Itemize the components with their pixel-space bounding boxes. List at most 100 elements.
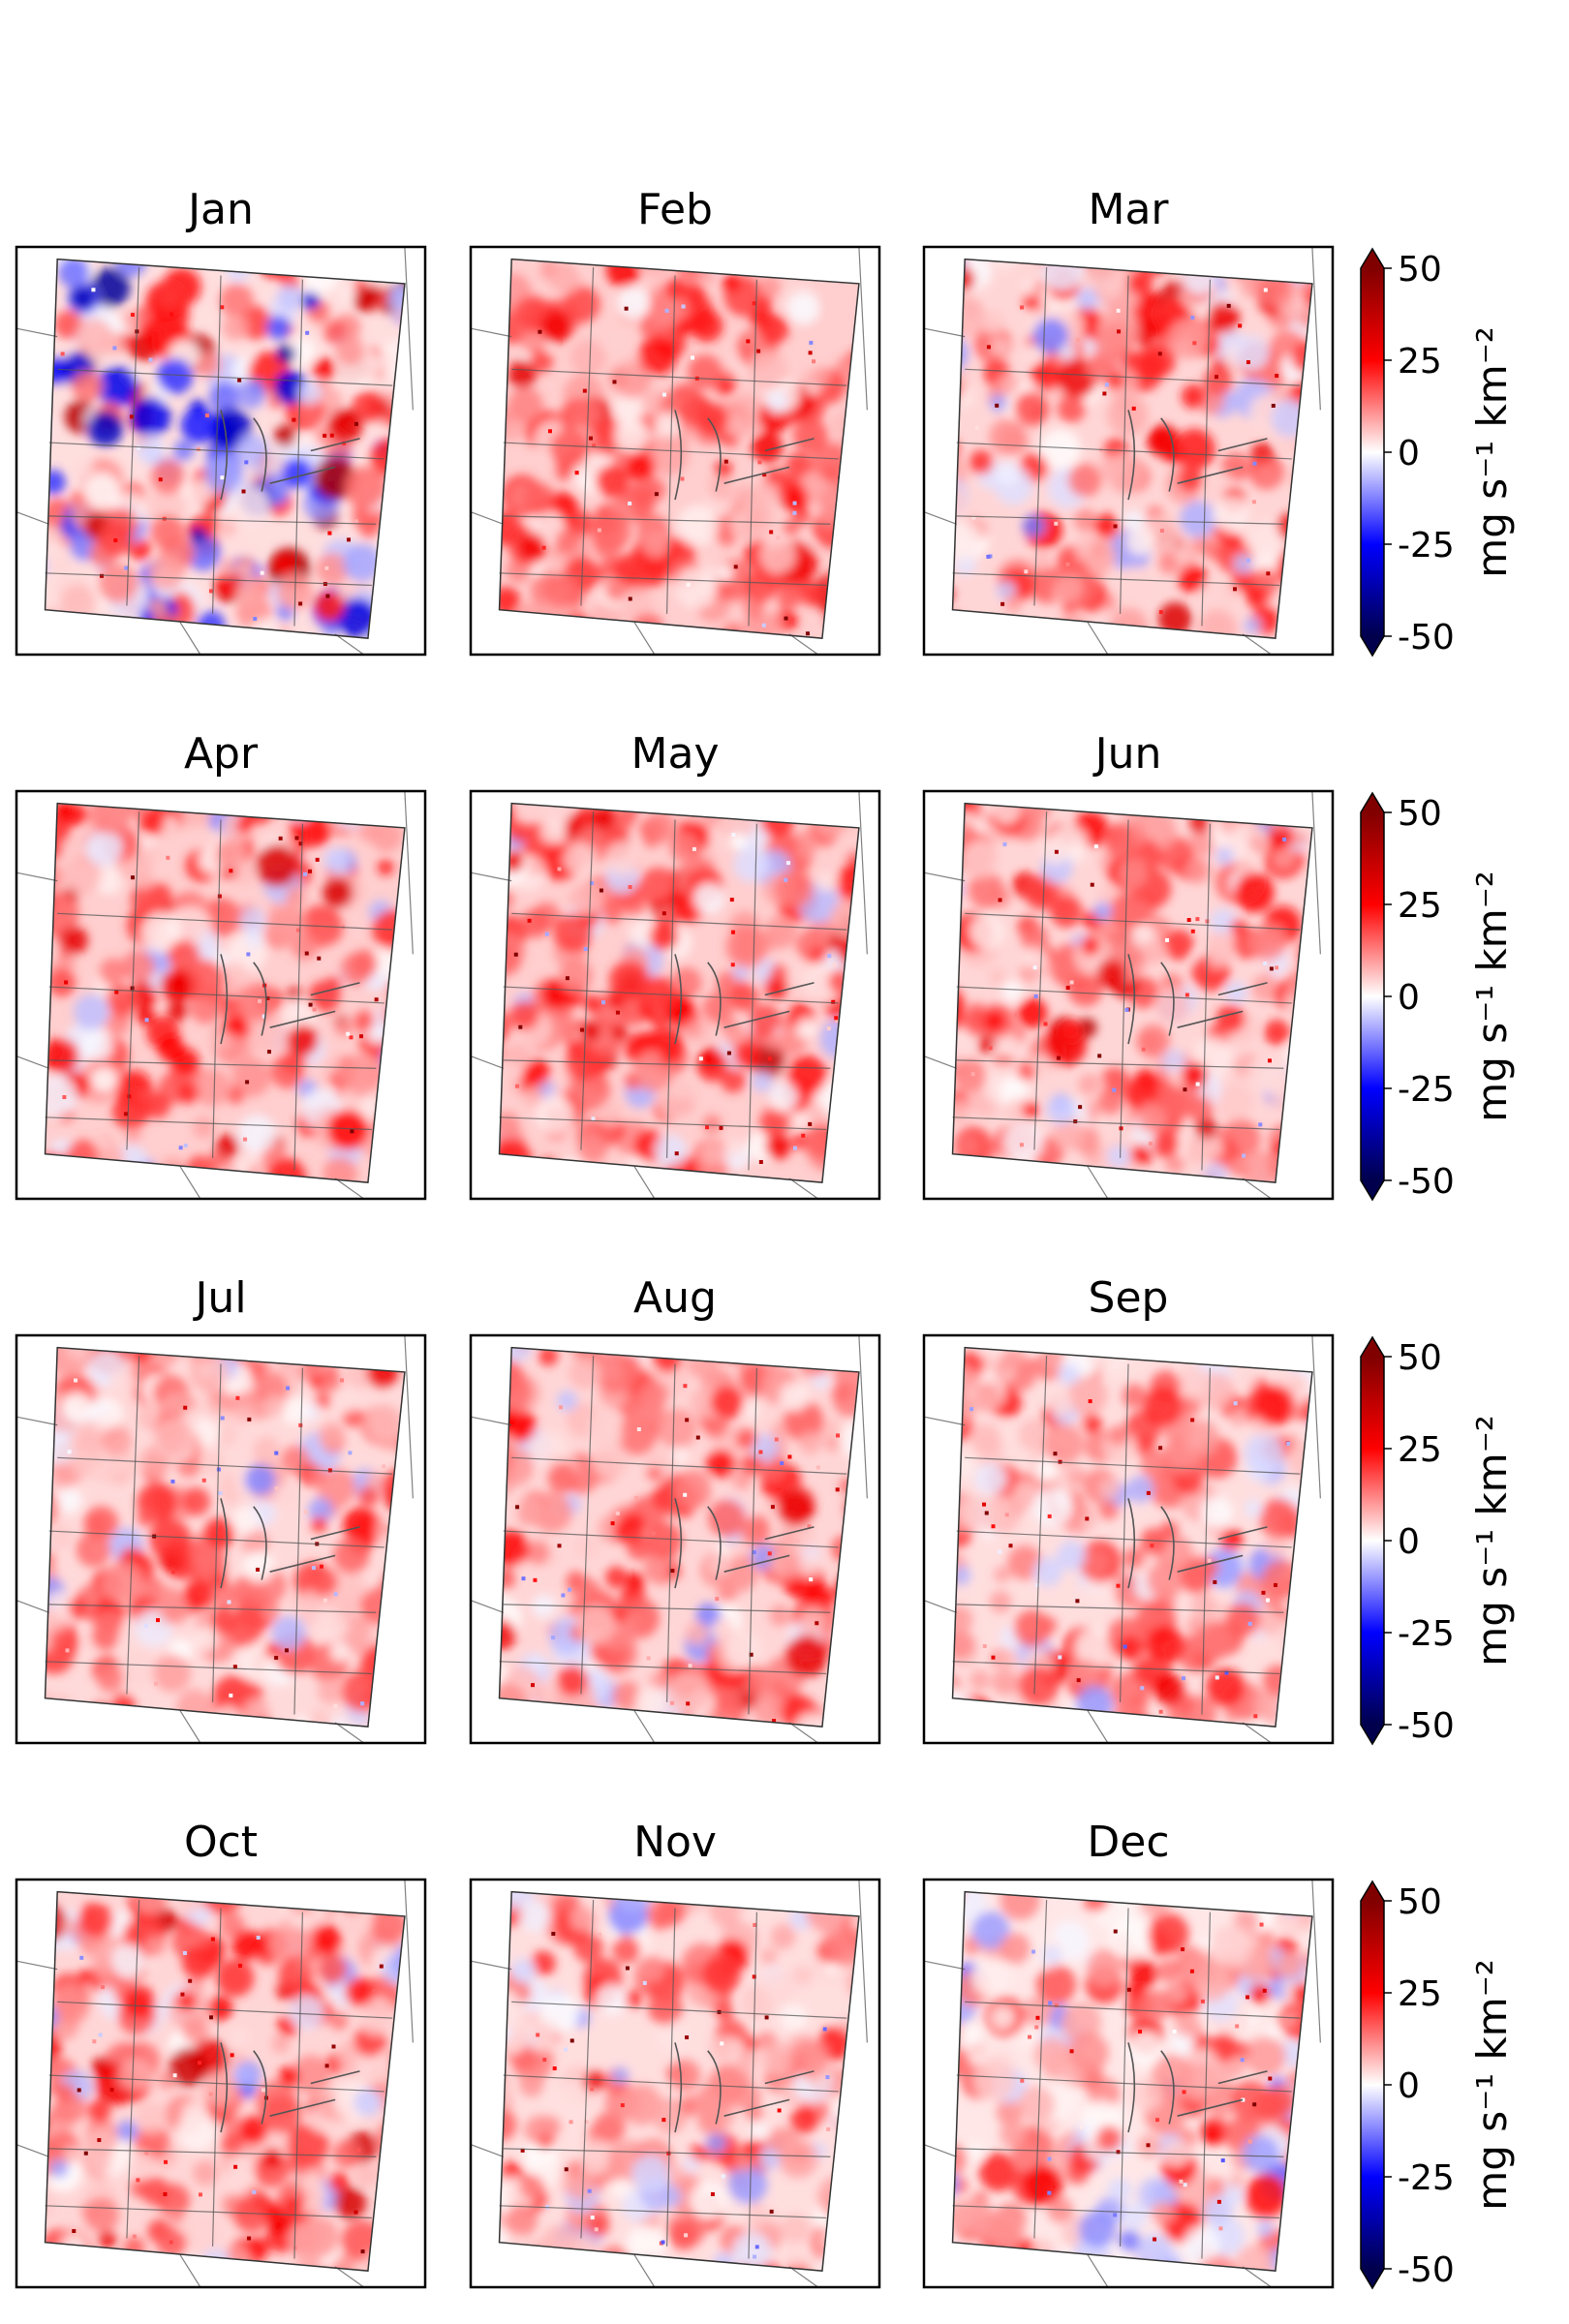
field-cell	[694, 2090, 723, 2119]
field-cell	[952, 1685, 962, 1719]
field-speckle	[772, 1719, 777, 1724]
boundary-line	[952, 1116, 1280, 1131]
field-cell	[330, 1642, 350, 1662]
field-cell	[1290, 2239, 1312, 2272]
field-cell	[71, 286, 95, 311]
field-cell	[312, 1923, 343, 1955]
field-cell	[226, 1086, 245, 1104]
field-cell	[53, 310, 83, 340]
field-speckle	[991, 1655, 996, 1660]
boundary-line	[1119, 275, 1129, 614]
field-cell	[1195, 1620, 1234, 1659]
boundary-lines	[923, 790, 1321, 1200]
field-cell	[778, 2138, 818, 2179]
field-speckle	[382, 1139, 386, 1144]
field-cell	[1225, 981, 1247, 1004]
field-cell	[755, 294, 774, 313]
field-speckle	[970, 1072, 975, 1077]
field-cell	[342, 1507, 378, 1543]
field-cell	[47, 968, 77, 997]
field-cell	[102, 1561, 144, 1604]
field-cell	[143, 844, 160, 861]
field-cell	[612, 1935, 641, 1964]
field-speckle	[201, 1478, 206, 1483]
field-cell	[387, 285, 405, 312]
field-cell	[733, 1472, 752, 1490]
field-cell	[729, 833, 747, 850]
boundary-line	[57, 368, 393, 386]
boundary-line	[15, 1416, 58, 1426]
field-speckle	[1214, 375, 1218, 380]
field-cell	[974, 1462, 1007, 1495]
map-panel-jan: Jan	[15, 185, 427, 657]
field-cell	[98, 564, 138, 604]
field-speckle	[258, 998, 262, 1003]
field-cell	[1288, 263, 1308, 284]
field-cell	[1246, 2035, 1286, 2077]
field-cell	[1046, 1094, 1077, 1125]
field-cell	[833, 514, 851, 532]
field-cell	[749, 1004, 781, 1036]
field-cell	[133, 2151, 157, 2175]
field-speckle	[298, 841, 303, 846]
field-cell	[1197, 583, 1234, 620]
field-cell	[1266, 1151, 1296, 1181]
field-cell	[651, 1485, 675, 1510]
field-speckle	[1263, 962, 1268, 966]
boundary-line	[48, 1059, 377, 1069]
field-cell	[62, 1392, 93, 1422]
field-cell	[402, 631, 405, 639]
field-speckle	[537, 617, 541, 622]
field-cell	[1291, 577, 1312, 620]
field-cell	[386, 439, 405, 460]
field-cell	[219, 283, 254, 319]
field-speckle	[1182, 1676, 1186, 1681]
field-cell	[688, 354, 723, 389]
boundary-lines	[923, 1879, 1321, 2288]
panel-frame	[922, 1333, 1335, 1745]
field-cell	[1124, 1086, 1146, 1107]
field-cell	[1093, 1347, 1121, 1361]
field-cell	[1136, 1989, 1170, 2023]
field-cell	[845, 2196, 859, 2230]
field-cell	[1106, 393, 1149, 436]
domain-outline	[498, 1890, 860, 2272]
field-cell	[45, 1160, 84, 1183]
field-speckle	[1088, 1399, 1092, 1404]
field-cell	[610, 1605, 628, 1623]
field-speckle	[1123, 1644, 1127, 1649]
field-cell	[736, 2156, 753, 2173]
field-cell	[1288, 1621, 1308, 1640]
field-cell	[323, 877, 354, 908]
field-speckle	[166, 855, 170, 860]
field-cell	[499, 282, 510, 309]
field-cell	[216, 1959, 255, 1998]
field-speckle	[1048, 2001, 1053, 2005]
field-cell	[352, 390, 385, 422]
field-cell	[367, 1025, 386, 1045]
field-cell	[385, 406, 405, 428]
field-speckle	[311, 1566, 316, 1571]
field-cell	[118, 1649, 157, 1688]
panel-title: Sep	[1089, 1273, 1169, 1323]
field-speckle	[346, 1031, 351, 1036]
field-cell	[537, 2132, 555, 2150]
field-cell	[998, 374, 1020, 396]
field-speckle	[209, 2015, 214, 2020]
field-cell	[1126, 1476, 1154, 1503]
field-speckle	[1113, 524, 1118, 529]
field-cell	[185, 959, 225, 999]
field-cell	[505, 2203, 538, 2237]
field-cell	[631, 613, 665, 639]
field-cell	[706, 2132, 726, 2154]
field-cell	[571, 635, 589, 639]
field-cell	[1023, 1347, 1043, 1354]
field-cell	[514, 601, 551, 638]
field-speckle	[752, 301, 756, 306]
field-cell	[1310, 1667, 1312, 1686]
field-cell	[952, 293, 987, 337]
field-cell	[820, 464, 839, 482]
field-cell	[1073, 1659, 1100, 1687]
field-speckle	[237, 378, 242, 382]
field-speckle	[305, 330, 310, 335]
